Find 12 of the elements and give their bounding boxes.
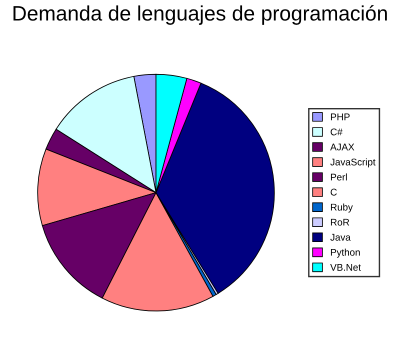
legend-label: VB.Net bbox=[330, 264, 361, 271]
legend-label: AJAX bbox=[330, 144, 354, 150]
legend-label: C# bbox=[330, 128, 343, 136]
legend-label: PHP bbox=[330, 114, 350, 120]
legend-label: C bbox=[330, 188, 337, 196]
chart-title: Demanda de lenguajes de programación bbox=[14, 5, 387, 25]
legend-label: Python bbox=[330, 248, 360, 258]
legend-label: RoR bbox=[330, 218, 350, 226]
legend-label: Java bbox=[330, 234, 351, 241]
legend-label: Ruby bbox=[330, 203, 353, 213]
legend-label: Perl bbox=[330, 173, 347, 181]
legend-label: JavaScript bbox=[330, 158, 376, 168]
